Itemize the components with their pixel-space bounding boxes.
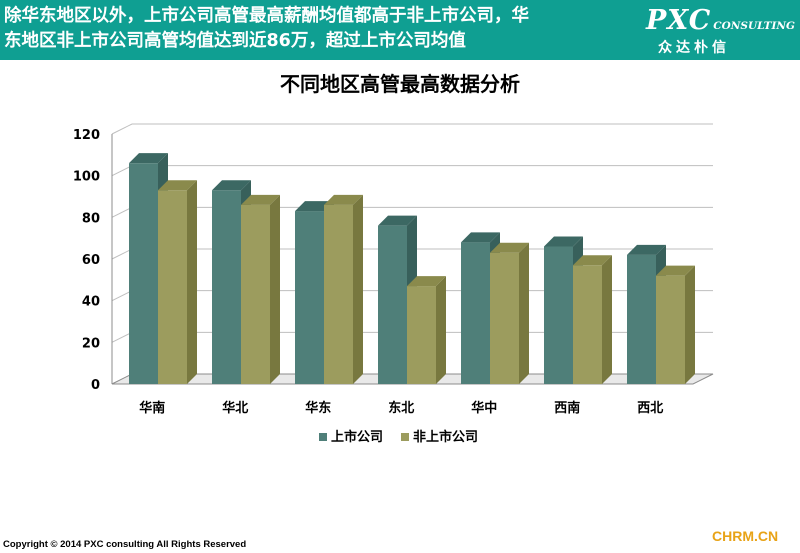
bar-front	[378, 225, 407, 384]
bar-front	[407, 286, 436, 384]
bar-front	[241, 204, 270, 384]
bar-side	[187, 180, 197, 384]
logo-chinese: 众达朴信	[658, 40, 730, 56]
y-tick-label: 20	[82, 336, 100, 351]
bar-side	[436, 276, 446, 384]
bar-side	[519, 242, 529, 384]
bar-front	[324, 204, 353, 384]
bar-top	[129, 153, 168, 164]
y-tick-label: 120	[73, 128, 100, 143]
header-line-2: 东地区非上市公司高管均值达到近86万，超过上市公司均值	[4, 31, 466, 51]
legend: 上市公司 非上市公司	[319, 429, 478, 445]
bar-front	[627, 254, 656, 384]
gridline	[111, 123, 713, 135]
header-text: 除华东地区以外，上市公司高管最高薪酬均值都高于非上市公司，华 东地区非上市公司高…	[4, 4, 644, 54]
bar-front	[490, 252, 519, 384]
y-tick-label: 60	[82, 253, 100, 268]
bar-side	[270, 194, 280, 384]
legend-swatch	[319, 433, 327, 441]
bar-unlisted	[573, 255, 612, 384]
logo-sub: CONSULTING	[713, 20, 795, 32]
legend-label: 上市公司	[331, 429, 383, 445]
logo-wordmark: PXC CONSULTING	[646, 5, 795, 36]
bar-front	[212, 190, 241, 384]
bar-top	[461, 232, 500, 243]
bar-front	[461, 242, 490, 384]
bar-unlisted	[158, 180, 197, 384]
bar-top	[490, 242, 529, 253]
legend-swatch	[401, 433, 409, 441]
x-tick-label: 西南	[554, 400, 580, 416]
x-tick-label: 东北	[388, 400, 414, 416]
x-tick-label: 华南	[139, 400, 165, 416]
bar-unlisted	[656, 265, 695, 384]
y-tick-label: 40	[82, 295, 100, 310]
x-tick-label: 华中	[471, 400, 497, 416]
bar-unlisted	[407, 276, 446, 384]
legend-label: 非上市公司	[413, 429, 478, 445]
copyright-text: Copyright © 2014 PXC consulting All Righ…	[3, 539, 247, 550]
bar-side	[685, 265, 695, 384]
x-tick-label: 华北	[222, 400, 248, 416]
bar-front	[295, 211, 324, 384]
x-tick-label: 西北	[637, 401, 663, 416]
bar-top	[212, 180, 251, 191]
y-tick-label: 100	[73, 170, 100, 185]
bar-front	[544, 246, 573, 384]
bar-side	[602, 255, 612, 384]
pxc-logo: PXC CONSULTING 众达朴信	[644, 2, 800, 58]
chart-title: 不同地区高管最高数据分析	[280, 72, 520, 96]
x-tick-label: 华东	[305, 400, 331, 416]
y-tick-label: 0	[91, 378, 100, 393]
bar-top	[378, 215, 417, 226]
bar-top	[407, 276, 446, 287]
gridline	[111, 165, 713, 177]
bar-front	[129, 163, 158, 384]
bar-side	[353, 194, 363, 384]
bar-top	[158, 180, 197, 191]
header-line-1: 除华东地区以外，上市公司高管最高薪酬均值都高于非上市公司，华	[4, 6, 529, 26]
header-banner: 除华东地区以外，上市公司高管最高薪酬均值都高于非上市公司，华 东地区非上市公司高…	[0, 0, 800, 60]
logo-brand: PXC	[646, 5, 712, 36]
bar-top	[656, 265, 695, 276]
bar-front	[573, 265, 602, 384]
bar-top	[544, 236, 583, 247]
y-tick-label: 80	[82, 211, 100, 226]
bar-top	[241, 194, 280, 205]
bar-top	[324, 194, 363, 205]
bar-top	[573, 255, 612, 266]
site-watermark: CHRM.CN	[712, 528, 779, 544]
bar-unlisted	[324, 194, 363, 384]
bar-front	[158, 190, 187, 384]
bar-front	[656, 275, 685, 384]
bar-listed	[295, 201, 334, 384]
bar-unlisted	[241, 194, 280, 384]
bar-top	[627, 244, 666, 255]
bar-unlisted	[490, 242, 529, 384]
